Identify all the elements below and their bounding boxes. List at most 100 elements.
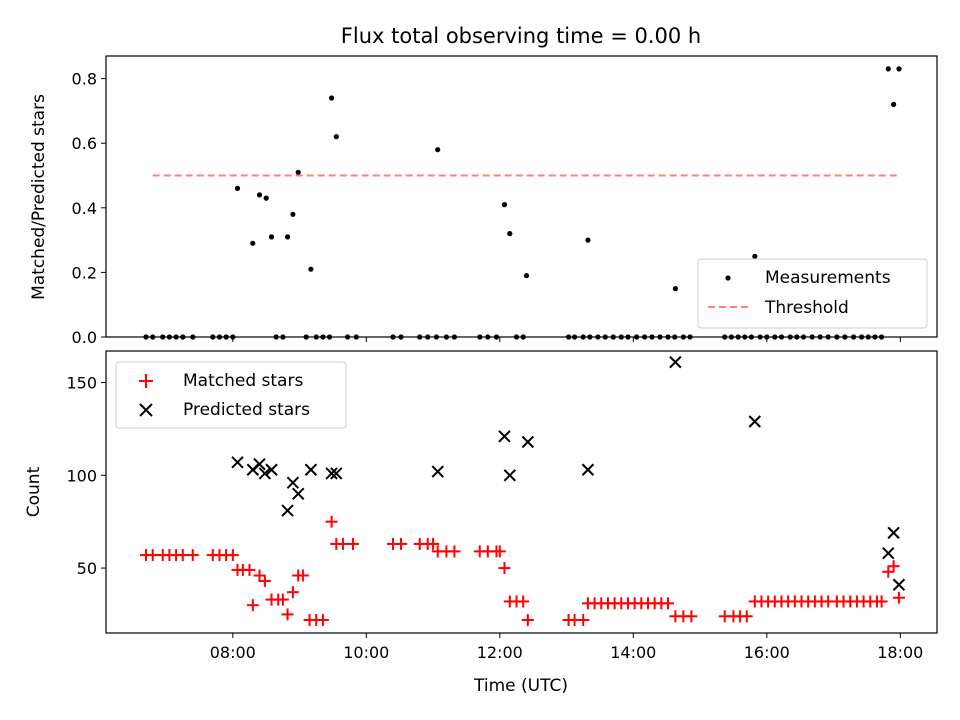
predicted-star-point xyxy=(669,355,682,369)
bottom-x-ticks: 08:00 10:00 12:00 14:00 16:00 18:00 xyxy=(210,633,923,662)
matched-star-point xyxy=(258,575,271,588)
predicted-star-point xyxy=(325,467,338,480)
bottom-y-tick-label: 50 xyxy=(77,559,97,578)
measurement-point xyxy=(435,147,441,153)
matched-star-point xyxy=(176,549,189,562)
predicted-star-point xyxy=(286,476,300,489)
matched-star-point xyxy=(146,549,159,562)
matched-star-point xyxy=(662,597,675,610)
measurement-point xyxy=(250,240,256,246)
legend-marker-predicted-stars xyxy=(139,403,153,417)
top-y-axis-label: Matched/Predicted stars xyxy=(29,94,49,300)
matched-star-point xyxy=(325,515,338,528)
predicted-star-point xyxy=(265,463,278,476)
bottom-y-tick-label: 150 xyxy=(66,374,97,393)
predicted-star-point xyxy=(892,578,906,591)
matched-star-point xyxy=(186,549,199,562)
predicted-star-point xyxy=(431,465,444,478)
bottom-x-tick-label: 10:00 xyxy=(343,643,389,662)
predicted-star-point xyxy=(887,526,900,540)
predicted-star-point xyxy=(281,504,294,517)
matched-star-point xyxy=(346,537,359,550)
measurement-point xyxy=(672,286,679,292)
matched-star-point xyxy=(243,563,256,576)
predicted-star-point xyxy=(581,463,595,476)
matched-star-point xyxy=(685,610,698,623)
legend-label-predicted-stars: Predicted stars xyxy=(183,400,310,420)
predicted-star-point xyxy=(503,469,517,482)
bottom-x-tick-label: 18:00 xyxy=(877,643,923,662)
measurement-point xyxy=(507,231,513,237)
matched-star-point xyxy=(336,537,349,550)
matched-star-point xyxy=(286,586,299,599)
bottom-marks xyxy=(140,355,906,627)
measurement-point xyxy=(308,266,314,272)
predicted-star-point xyxy=(231,456,244,469)
bottom-legend-frame xyxy=(115,361,347,429)
predicted-star-point xyxy=(304,463,318,476)
matched-star-point xyxy=(517,595,530,608)
legend-label-matched-stars: Matched stars xyxy=(183,371,303,391)
predicted-star-point xyxy=(498,430,511,443)
measurement-point xyxy=(752,253,758,259)
bottom-y-axis-label: Count xyxy=(24,466,44,517)
measurement-point xyxy=(329,95,335,101)
predicted-star-point xyxy=(521,435,535,449)
measurement-point xyxy=(234,185,241,191)
measurement-point xyxy=(523,273,530,279)
measurement-point xyxy=(896,66,902,72)
matched-star-point xyxy=(577,614,590,627)
legend-marker-matched-stars xyxy=(139,374,153,388)
bottom-x-tick-label: 14:00 xyxy=(610,643,656,662)
matched-star-point xyxy=(316,614,329,627)
top-y-ticks: 0.0 0.2 0.4 0.6 0.8 xyxy=(72,70,106,347)
matched-star-point xyxy=(882,565,895,578)
bottom-x-tick-label: 08:00 xyxy=(210,643,256,662)
bottom-legend: Matched stars Predicted stars xyxy=(115,361,347,429)
bottom-y-ticks: 50 100 150 xyxy=(66,374,106,578)
measurement-point xyxy=(263,195,269,201)
top-legend-frame xyxy=(697,258,928,329)
matched-star-point xyxy=(887,560,900,573)
x-axis-label: Time (UTC) xyxy=(473,676,568,696)
legend-marker-measurements xyxy=(725,275,731,281)
measurement-point xyxy=(268,234,275,240)
top-axes-frame xyxy=(105,55,938,338)
legend-label-measurements: Measurements xyxy=(765,268,891,288)
top-x-ticks xyxy=(232,337,901,342)
measurement-point xyxy=(295,169,301,175)
measurement-point xyxy=(891,101,897,107)
bottom-x-tick-label: 16:00 xyxy=(744,643,790,662)
top-y-tick-label: 0.8 xyxy=(72,70,97,89)
matched-star-point xyxy=(892,591,905,604)
predicted-star-point xyxy=(882,547,895,560)
matched-star-point xyxy=(493,545,506,558)
matched-star-point xyxy=(395,537,408,550)
matched-star-point xyxy=(740,610,753,623)
predicted-star-point xyxy=(258,467,272,480)
top-panel: 0.00.20.40.60.8 Matched/Predicted stars … xyxy=(29,55,938,347)
measurement-point xyxy=(585,237,591,243)
top-y-tick-label: 0.0 xyxy=(72,328,97,347)
predicted-star-point xyxy=(292,487,305,501)
matched-star-point xyxy=(226,549,239,562)
measurement-point xyxy=(290,211,296,217)
matched-star-point xyxy=(875,595,888,608)
measurement-point xyxy=(256,192,263,198)
measurement-point xyxy=(333,134,339,140)
matched-star-point xyxy=(281,608,294,621)
matched-star-point xyxy=(427,537,440,550)
measurement-point xyxy=(885,66,891,72)
bottom-x-tick-label: 12:00 xyxy=(477,643,523,662)
top-y-tick-label: 0.2 xyxy=(72,263,97,282)
matched-star-point xyxy=(276,593,289,606)
matched-star-point xyxy=(448,545,461,558)
matched-star-point xyxy=(498,562,511,575)
matched-star-point xyxy=(521,614,534,627)
chart-title: Flux total observing time = 0.00 h xyxy=(341,24,701,48)
top-y-tick-label: 0.4 xyxy=(72,199,97,218)
bottom-axes-frame xyxy=(105,350,938,634)
top-legend: Measurements Threshold xyxy=(697,258,928,329)
measurement-point xyxy=(285,234,291,240)
